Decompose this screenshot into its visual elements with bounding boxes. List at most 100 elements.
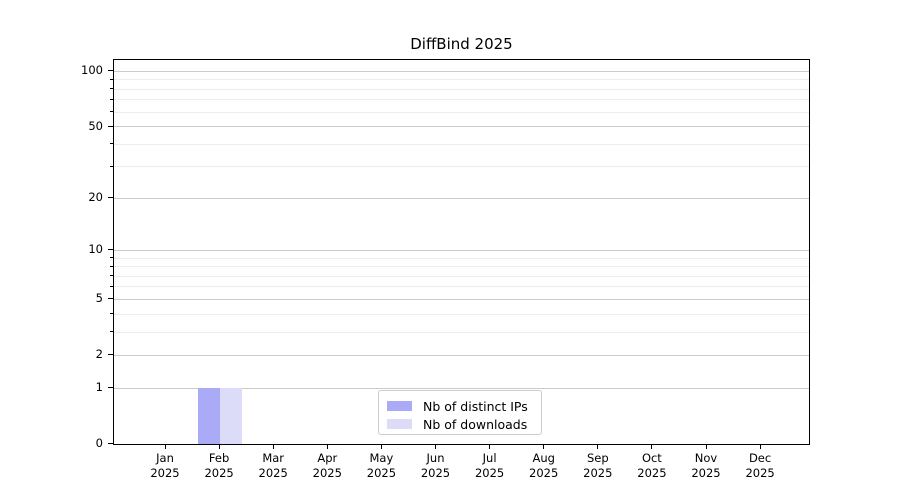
- y-minor-tick-mark: [110, 331, 113, 333]
- legend-swatch: [387, 401, 412, 411]
- y-minor-tick-mark: [110, 143, 113, 145]
- x-tick-label-line: May: [369, 451, 394, 465]
- legend-row: Nb of downloads: [387, 416, 541, 432]
- legend-label: Nb of downloads: [423, 416, 528, 432]
- y-tick-label: 10: [88, 242, 103, 257]
- chart-title: DiffBind 2025: [410, 35, 513, 53]
- y-gridline-major: [114, 70, 809, 72]
- y-gridline-minor: [114, 88, 809, 90]
- y-tick-mark: [108, 387, 113, 388]
- x-tick-mark: [272, 445, 274, 449]
- y-gridline-major: [114, 354, 809, 356]
- plot-area: [113, 59, 810, 445]
- x-tick-mark: [489, 445, 491, 449]
- y-gridline-minor: [114, 266, 809, 268]
- y-gridline-minor: [114, 166, 809, 168]
- x-tick-label: Apr 2025: [299, 451, 355, 481]
- y-tick-mark: [108, 298, 113, 300]
- y-minor-tick-mark: [110, 257, 113, 259]
- legend-swatch: [387, 419, 412, 429]
- x-tick-label: Sep 2025: [570, 451, 626, 481]
- x-tick-label-line: 2025: [420, 466, 451, 480]
- x-tick-mark: [218, 445, 220, 449]
- legend-row: Nb of distinct IPs: [387, 398, 541, 414]
- y-minor-tick-mark: [110, 275, 113, 277]
- y-tick-mark: [108, 70, 113, 72]
- x-tick-label: Jun 2025: [408, 451, 464, 481]
- y-tick-mark: [108, 197, 113, 199]
- x-tick-label: Dec 2025: [732, 451, 788, 481]
- y-tick-mark: [108, 354, 113, 356]
- y-gridline-minor: [114, 143, 809, 145]
- y-gridline-major: [114, 126, 809, 128]
- y-minor-tick-mark: [110, 285, 113, 287]
- x-tick-label: Nov 2025: [678, 451, 734, 481]
- y-minor-tick-mark: [110, 313, 113, 315]
- x-tick-mark: [326, 445, 328, 449]
- x-tick-label-line: 2025: [474, 466, 505, 480]
- x-tick-label-line: Sep: [586, 451, 609, 465]
- x-tick-label-line: Feb: [208, 451, 230, 465]
- y-gridline-minor: [114, 257, 809, 259]
- x-tick-label-line: 2025: [583, 466, 613, 480]
- x-tick-label-line: Jan: [156, 451, 174, 465]
- x-tick-label-line: 2025: [312, 466, 342, 480]
- y-tick-mark: [108, 443, 113, 444]
- y-tick-label: 5: [95, 291, 103, 306]
- y-gridline-major: [114, 387, 809, 389]
- x-tick-label: Mar 2025: [245, 451, 301, 481]
- y-tick-mark: [108, 125, 113, 127]
- y-gridline-minor: [114, 275, 809, 277]
- x-tick-label-line: Jun: [426, 451, 445, 465]
- x-tick-label: May 2025: [353, 451, 409, 481]
- y-tick-label: 2: [95, 347, 103, 362]
- x-tick-mark: [759, 445, 761, 449]
- x-tick-label-line: 2025: [745, 466, 775, 480]
- y-tick-label: 50: [88, 118, 103, 133]
- x-tick-label: Oct 2025: [624, 451, 680, 481]
- x-tick-label-line: Oct: [641, 451, 662, 465]
- y-minor-tick-mark: [110, 88, 113, 90]
- x-tick-label-line: Dec: [748, 451, 772, 465]
- x-tick-mark: [597, 445, 599, 449]
- bar-downloads: [220, 388, 242, 444]
- legend-label: Nb of distinct IPs: [423, 398, 528, 414]
- x-tick-label-line: Nov: [694, 451, 718, 465]
- y-gridline-major: [114, 197, 809, 199]
- x-tick-mark: [651, 445, 653, 449]
- y-minor-tick-mark: [110, 78, 113, 80]
- x-tick-mark: [435, 445, 436, 449]
- y-minor-tick-mark: [110, 265, 113, 267]
- x-tick-label-line: Mar: [262, 451, 285, 465]
- x-tick-mark: [380, 445, 382, 449]
- x-tick-mark: [164, 445, 166, 449]
- y-gridline-minor: [114, 79, 809, 81]
- x-tick-label-line: 2025: [637, 466, 667, 480]
- y-tick-mark: [108, 249, 113, 251]
- y-gridline-major: [114, 298, 809, 300]
- x-tick-label: Feb 2025: [191, 451, 247, 481]
- y-gridline-minor: [114, 331, 809, 333]
- y-gridline-minor: [114, 99, 809, 101]
- y-gridline-major: [114, 249, 809, 251]
- y-minor-tick-mark: [110, 111, 113, 113]
- x-tick-label-line: 2025: [150, 466, 180, 480]
- y-gridline-minor: [114, 111, 809, 113]
- x-tick-label: Jul 2025: [462, 451, 518, 481]
- y-tick-label: 20: [88, 190, 103, 205]
- y-tick-label: 0: [95, 436, 103, 450]
- x-tick-label-line: 2025: [258, 466, 288, 480]
- y-gridline-minor: [114, 313, 809, 315]
- x-tick-label-line: Apr: [317, 451, 338, 465]
- legend: Nb of distinct IPs Nb of downloads: [378, 390, 542, 435]
- y-tick-label: 100: [81, 63, 103, 78]
- x-tick-label-line: Aug: [532, 451, 555, 465]
- x-tick-label-line: 2025: [204, 466, 234, 480]
- x-tick-label: Aug 2025: [516, 451, 572, 481]
- x-tick-label-line: Jul: [482, 451, 497, 465]
- x-tick-mark: [705, 445, 707, 449]
- y-minor-tick-mark: [110, 165, 113, 167]
- x-tick-label-line: 2025: [366, 466, 397, 480]
- x-tick-label-line: 2025: [691, 466, 721, 480]
